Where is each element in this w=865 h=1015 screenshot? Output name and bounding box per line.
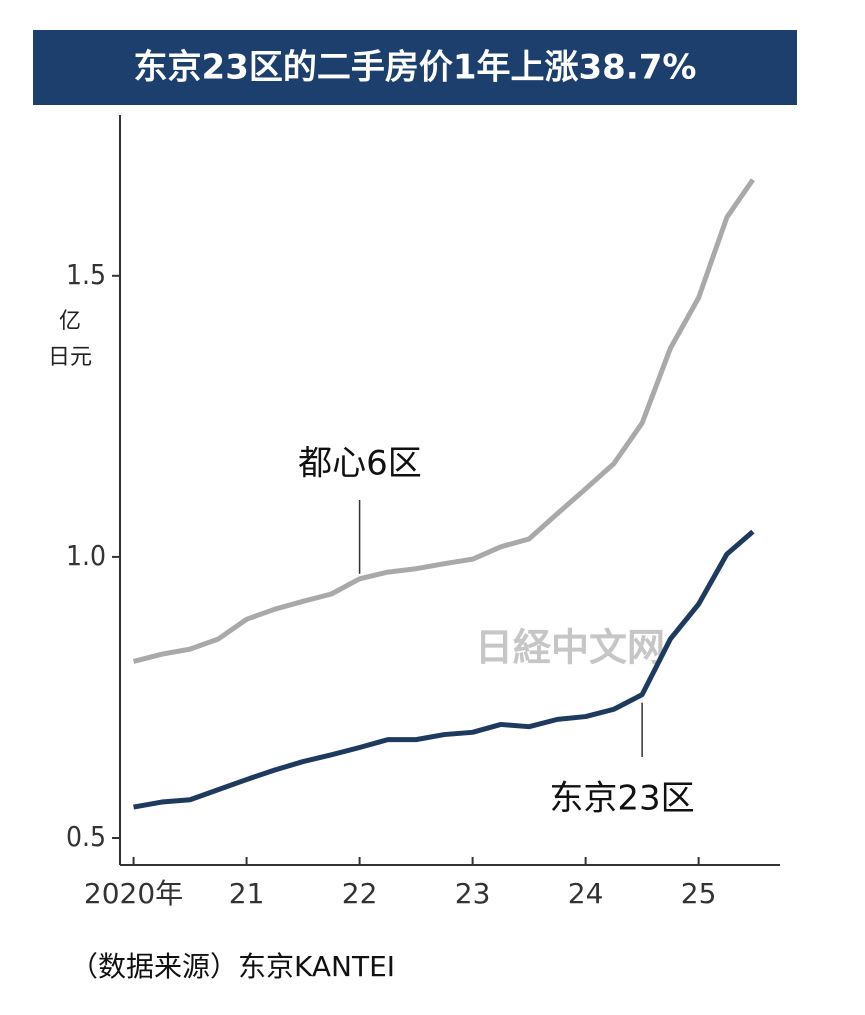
x-tick-label: 2020年	[84, 877, 183, 910]
chart-title: 东京23区的二手房价1年上涨38.7%	[134, 48, 697, 88]
series-label: 都心6区	[298, 444, 422, 484]
series-line	[133, 529, 755, 810]
title-bar	[33, 30, 797, 105]
y-tick-label: 1.0	[66, 539, 106, 572]
y-tick-label: 1.5	[66, 258, 106, 291]
x-tick-label: 25	[681, 877, 717, 910]
y-unit-label: 亿	[59, 309, 81, 334]
series-label: 东京23区	[549, 779, 694, 819]
source-note: （数据来源）东京KANTEI	[70, 950, 395, 983]
x-tick-label: 24	[568, 877, 604, 910]
y-tick-label: 0.5	[66, 820, 106, 853]
x-tick-label: 21	[229, 877, 265, 910]
x-tick-label: 22	[342, 877, 378, 910]
y-unit-label: 日元	[48, 345, 92, 370]
x-tick-label: 23	[455, 877, 491, 910]
watermark: 日経中文网	[475, 626, 665, 670]
series-line	[132, 178, 755, 664]
